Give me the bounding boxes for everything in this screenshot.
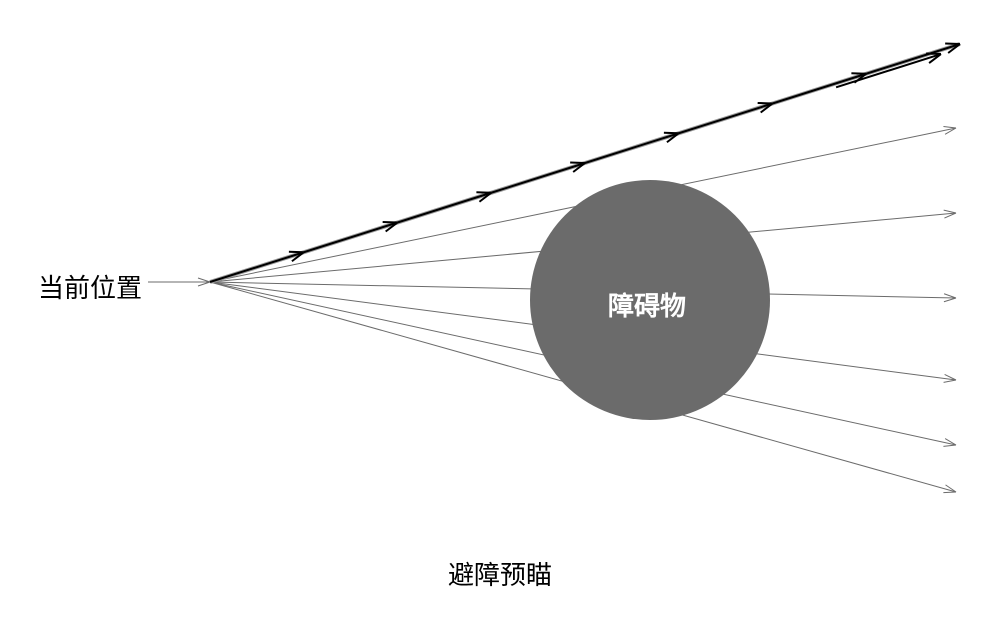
- selected-path-seg-3: [491, 162, 585, 192]
- entry-arrow: [148, 278, 210, 286]
- selected-path-seg-6: [773, 73, 867, 103]
- caption-label: 避障预瞄: [448, 555, 552, 592]
- selected-path-extra-tip: [836, 54, 941, 88]
- diagram-container: 当前位置 障碍物 避障预瞄: [0, 0, 1000, 625]
- diagram-svg: [0, 0, 1000, 625]
- selected-path-seg-2: [398, 192, 492, 222]
- selected-path-seg-4: [585, 133, 679, 163]
- selected-path-seg-5: [679, 103, 773, 133]
- current-position-label: 当前位置: [38, 268, 142, 305]
- selected-path-seg-7: [866, 43, 960, 73]
- selected-path-seg-1: [304, 222, 398, 252]
- obstacle-label: 障碍物: [608, 286, 686, 323]
